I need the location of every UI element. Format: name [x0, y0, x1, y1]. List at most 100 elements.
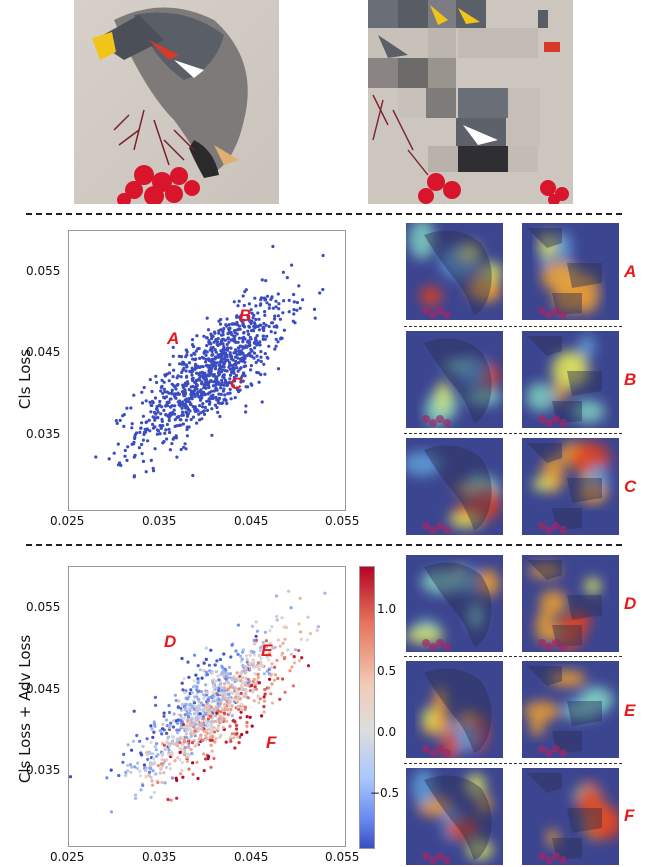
scatter-point [253, 296, 257, 300]
scatter-point [160, 757, 164, 762]
scatter-point [206, 381, 211, 385]
scatter-point [262, 705, 266, 709]
scatter-point [297, 659, 302, 663]
scatter-point [234, 692, 239, 696]
scatter-point [222, 717, 226, 721]
scatter-point [268, 629, 272, 633]
scatter-point [200, 382, 204, 386]
scatter-point [178, 399, 182, 403]
scatter-point [228, 697, 232, 701]
plot2-marker-D: D [164, 632, 177, 651]
scatter-point [186, 718, 190, 722]
scatter-point [205, 691, 209, 695]
scatter-point [132, 455, 136, 459]
scatter-point [222, 345, 226, 349]
scatter-point [122, 752, 126, 756]
scatter-point [216, 337, 220, 341]
scatter-point [220, 718, 224, 722]
scatter-point [263, 630, 267, 634]
scatter-point [192, 392, 196, 396]
scatter-point [191, 357, 195, 361]
scatter-point [230, 714, 234, 718]
scatter-point [216, 401, 220, 405]
scatter-point [260, 278, 264, 282]
scatter-point [234, 348, 238, 352]
scatter-point [265, 645, 269, 649]
scatter-point [230, 678, 234, 682]
scatter-point [151, 415, 155, 419]
scatter-point [202, 334, 206, 338]
scatter-point [195, 688, 199, 692]
scatter-point [183, 691, 187, 695]
scatter-point [217, 372, 221, 376]
scatter-point [181, 775, 185, 779]
scatter-point [256, 661, 260, 665]
scatter-point [175, 778, 179, 782]
scatter-point [165, 731, 169, 735]
scatter-point [196, 347, 200, 351]
scatter-point [135, 766, 139, 770]
scatter-point [181, 722, 185, 727]
scatter-point [233, 363, 238, 367]
scatter-point [254, 638, 259, 642]
scatter-point [220, 401, 224, 406]
scatter-point [164, 428, 168, 432]
scatter-point [154, 412, 158, 416]
plot1-xtick-0025: 0.025 [50, 514, 85, 528]
scatter-point [249, 649, 253, 653]
scatter-point [260, 664, 264, 668]
scatter-point [205, 731, 209, 735]
scatter-point [173, 385, 177, 389]
scatter-point [312, 307, 317, 311]
scatter-point [255, 354, 259, 358]
scatter-point [213, 719, 217, 723]
scatter-point [220, 357, 224, 361]
scatter-point [170, 392, 174, 396]
scatter-point [189, 417, 193, 422]
scatter-point [217, 396, 222, 400]
scatter-point [193, 358, 197, 362]
scatter-point [212, 396, 216, 400]
scatter-point [167, 762, 172, 766]
plot2-marker-F: F [266, 733, 277, 752]
scatter-point [276, 292, 280, 296]
scatter-point [169, 413, 173, 417]
scatter-point [222, 383, 226, 387]
scatter-point [105, 776, 109, 780]
scatter-point [161, 722, 165, 726]
scatter-point [251, 316, 255, 320]
scatter-point [187, 396, 191, 401]
scatter-point [292, 300, 296, 304]
scatter-point [140, 421, 144, 425]
scatter-point [241, 371, 246, 375]
scatter-point [252, 313, 256, 317]
scatter-point [202, 661, 206, 665]
scatter-point [262, 328, 266, 333]
scatter-point [236, 304, 240, 308]
scatter-point [150, 779, 154, 783]
scatter-point [209, 705, 213, 709]
scatter-point [198, 736, 202, 740]
scatter-point [168, 448, 172, 452]
scatter-point [262, 699, 267, 703]
scatter-point [255, 343, 259, 347]
scatter-point [202, 669, 206, 673]
scatter-point [211, 345, 215, 350]
scatter-point [234, 649, 238, 653]
scatter-point [205, 399, 209, 403]
scatter-point [195, 409, 199, 413]
scatter-point [195, 371, 199, 375]
scatter-point [153, 745, 157, 749]
scatter-point [184, 355, 188, 359]
scatter-point [240, 670, 244, 674]
scatter-point [254, 317, 258, 322]
scatter-point [298, 306, 302, 310]
scatter-point [178, 741, 182, 745]
scatter-point [214, 381, 218, 385]
scatter-point [238, 344, 242, 348]
scatter-point [178, 746, 182, 751]
scatter-point [259, 373, 263, 377]
scatter-point [280, 336, 284, 340]
scatter-point [229, 346, 233, 350]
scatter-point [222, 376, 226, 380]
